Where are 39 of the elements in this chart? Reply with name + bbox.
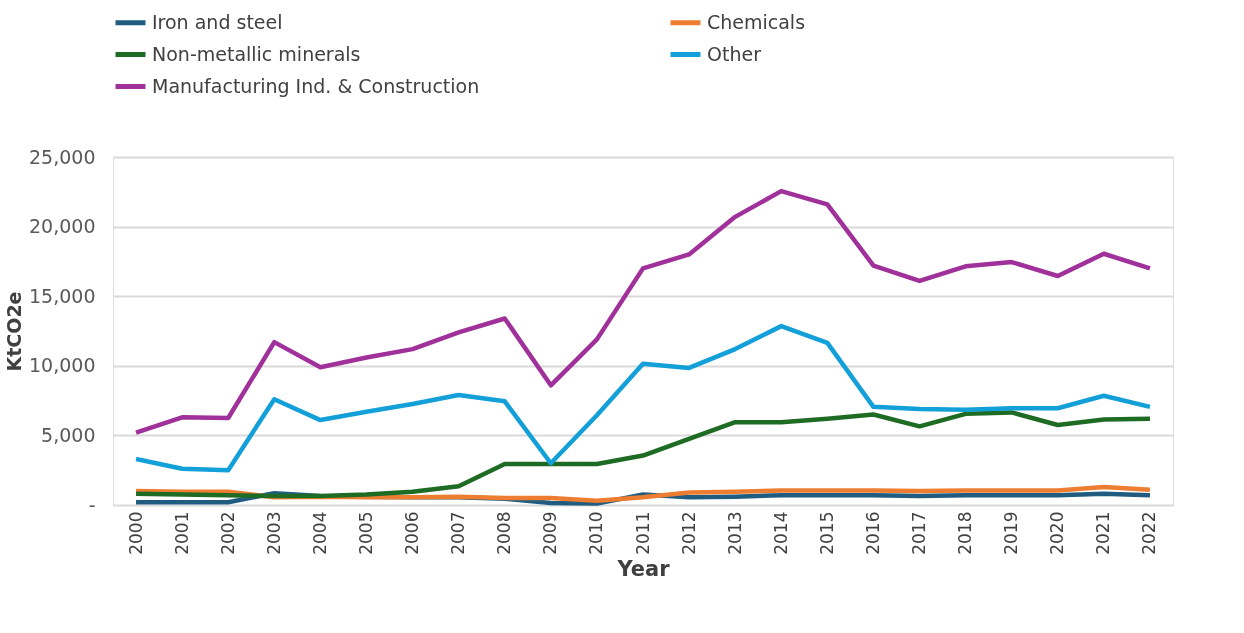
x-tick-label: 2001 bbox=[171, 511, 192, 555]
x-tick-label: 2009 bbox=[540, 511, 561, 555]
y-tick-label: - bbox=[88, 493, 96, 516]
line-series bbox=[133, 410, 1153, 499]
x-tick-label: 2011 bbox=[632, 511, 653, 555]
x-tick-label: 2014 bbox=[770, 511, 791, 555]
legend-label: Chemicals bbox=[707, 10, 806, 33]
y-tick-label: 25,000 bbox=[29, 145, 96, 168]
x-tick-label: 2002 bbox=[217, 511, 238, 555]
legend-label: Other bbox=[707, 42, 762, 65]
legend-label: Non-metallic minerals bbox=[152, 42, 361, 65]
x-tick-label: 2017 bbox=[909, 511, 930, 555]
x-tick-label: 2008 bbox=[494, 511, 515, 555]
x-tick-label: 2005 bbox=[355, 511, 376, 555]
line-series bbox=[133, 188, 1153, 435]
x-tick-label: 2007 bbox=[448, 511, 469, 555]
x-tick-label: 2020 bbox=[1047, 511, 1068, 555]
x-tick-label: 2016 bbox=[862, 511, 883, 555]
y-tick-label: 15,000 bbox=[29, 284, 96, 307]
x-tick-label: 2010 bbox=[586, 511, 607, 555]
x-tick-label: 2003 bbox=[263, 511, 284, 555]
y-tick-label: 10,000 bbox=[29, 354, 96, 377]
y-tick-label: 5,000 bbox=[41, 423, 96, 446]
x-tick-label: 2018 bbox=[955, 511, 976, 555]
x-tick-label: 2013 bbox=[724, 511, 745, 555]
x-tick-label: 2015 bbox=[816, 511, 837, 555]
x-tick-label: 2012 bbox=[678, 511, 699, 555]
x-tick-label: 2006 bbox=[402, 511, 423, 555]
line-series bbox=[133, 323, 1153, 473]
x-tick-label: 2004 bbox=[309, 511, 330, 555]
x-tick-label: 2000 bbox=[125, 511, 146, 555]
y-tick-label: 20,000 bbox=[29, 215, 96, 238]
x-tick-label: 2022 bbox=[1139, 511, 1160, 555]
legend-label: Manufacturing Ind. & Construction bbox=[152, 74, 480, 97]
x-tick-label: 2021 bbox=[1093, 511, 1114, 555]
x-tick-label: 2019 bbox=[1001, 511, 1022, 555]
y-axis-title: KtCO2e bbox=[3, 291, 26, 372]
x-axis-title: Year bbox=[616, 556, 671, 581]
legend-label: Iron and steel bbox=[152, 10, 283, 33]
